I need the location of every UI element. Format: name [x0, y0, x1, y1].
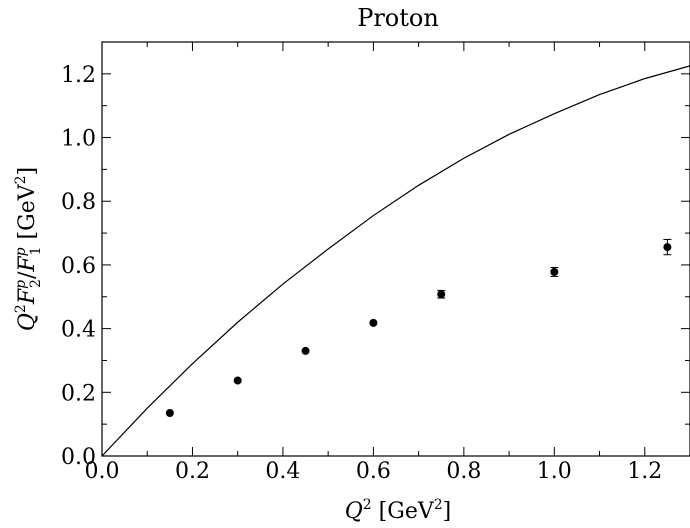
y-tick-label: 0.8 — [61, 190, 96, 215]
y-tick-label: 0.0 — [61, 445, 96, 470]
y-tick-label: 0.4 — [61, 318, 96, 343]
y-tick-label: 1.2 — [61, 63, 96, 88]
data-layer — [101, 65, 690, 457]
plot-frame — [101, 41, 690, 457]
data-point — [369, 318, 378, 327]
chart-title: Proton — [357, 4, 439, 32]
y-tick-label: 0.2 — [61, 381, 96, 406]
x-tick-label: 0.6 — [356, 459, 391, 484]
data-point — [663, 243, 672, 252]
model-curve — [101, 65, 690, 457]
data-point — [301, 346, 310, 355]
y-tick-label: 1.0 — [61, 127, 96, 152]
y-tick-label: 0.6 — [61, 254, 96, 279]
data-point — [437, 290, 446, 299]
x-tick-label: 1.2 — [627, 459, 662, 484]
data-point — [165, 409, 174, 418]
x-tick-label: 1.0 — [537, 459, 572, 484]
x-tick-label: 0.4 — [265, 459, 300, 484]
y-axis-label: Q2Fp2/Fp1 [GeV2] — [13, 167, 44, 331]
x-tick-label: 0.8 — [446, 459, 481, 484]
x-axis-label: Q2 [GeV2] — [345, 497, 452, 524]
tick-layer: 0.0 0.2 0.4 0.6 0.8 1.0 1.2 0.0 0.2 0.4 0.6 0.8 1.0 1… — [61, 41, 690, 484]
data-point — [550, 267, 559, 276]
x-tick-label: 0.0 — [85, 459, 120, 484]
data-point — [233, 376, 242, 385]
x-tick-label: 0.2 — [175, 459, 210, 484]
